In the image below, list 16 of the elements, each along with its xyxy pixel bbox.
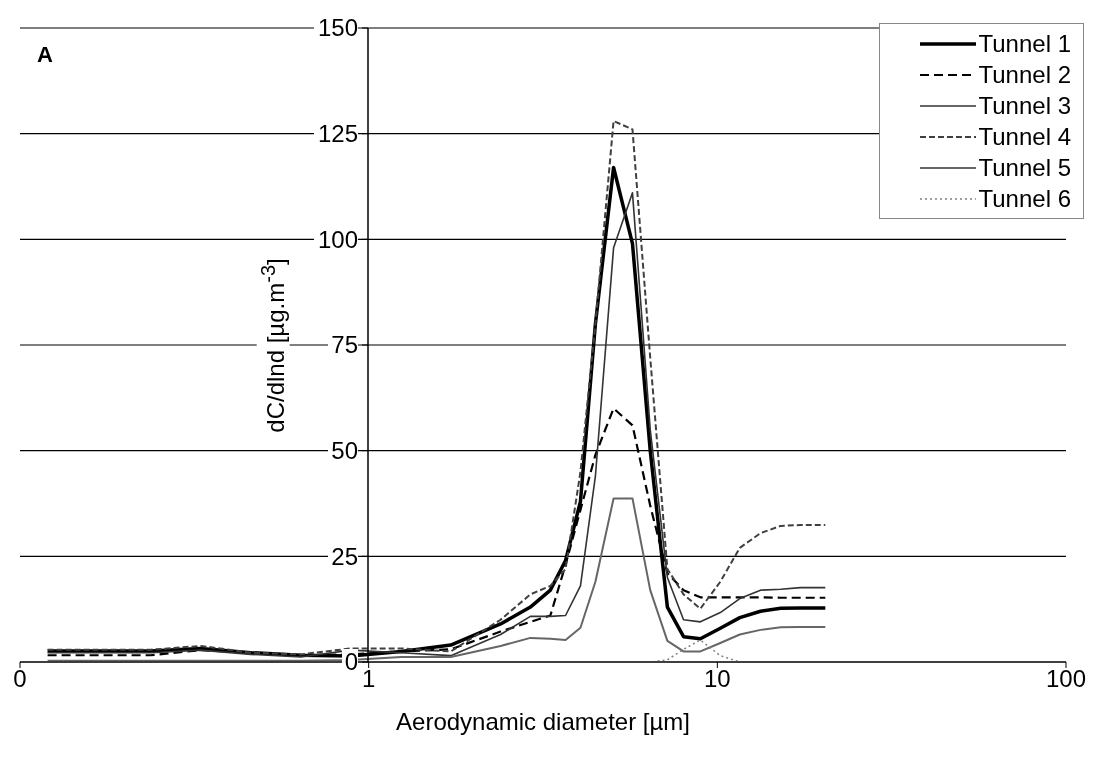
- legend-label: Tunnel 1: [978, 29, 1071, 58]
- y-tick-label: 100: [317, 225, 358, 253]
- y-tick-label: 125: [317, 120, 358, 148]
- x-axis-title: Aerodynamic diameter [µm]: [396, 708, 690, 735]
- x-tick-label: 0: [13, 665, 27, 693]
- legend-label: Tunnel 4: [978, 122, 1071, 151]
- legend-label: Tunnel 2: [978, 60, 1071, 89]
- y-tick-label: 75: [331, 331, 358, 359]
- x-tick-label: 100: [1045, 665, 1087, 693]
- legend-label: Tunnel 6: [978, 184, 1071, 213]
- y-tick-label: 50: [331, 437, 358, 465]
- annotation: A: [37, 42, 53, 68]
- legend-label: Tunnel 3: [978, 91, 1071, 120]
- y-tick-label: 25: [331, 542, 358, 570]
- y-tick-label: 150: [317, 14, 358, 42]
- legend-label: Tunnel 5: [978, 153, 1071, 182]
